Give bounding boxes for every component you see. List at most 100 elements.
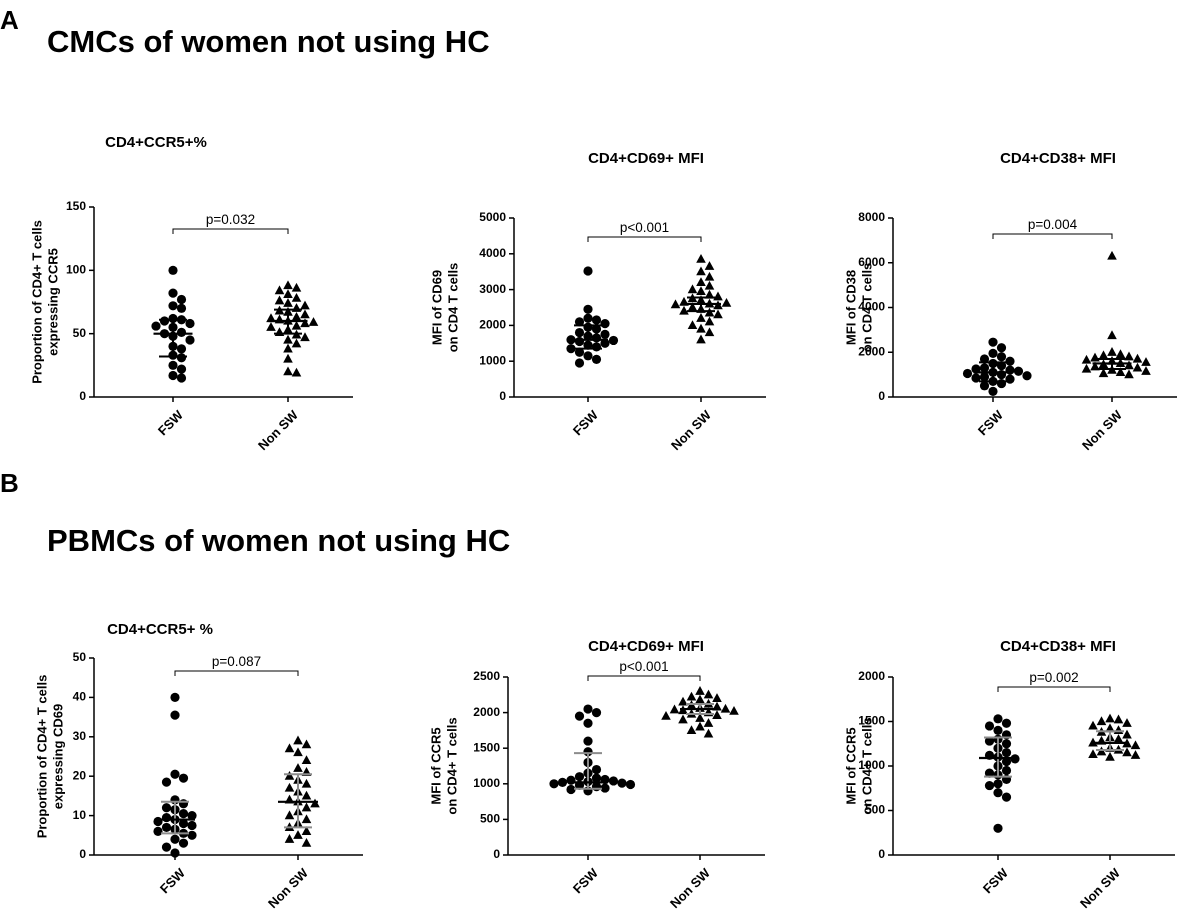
y-tick-label: 0	[878, 847, 885, 861]
data-point	[703, 718, 714, 727]
data-point	[574, 347, 585, 357]
data-point	[591, 324, 602, 334]
data-point	[1081, 363, 1092, 373]
data-point	[696, 266, 706, 276]
data-point	[161, 803, 172, 813]
significance-bracket	[174, 670, 299, 676]
data-point	[1113, 734, 1124, 743]
data-point	[687, 302, 698, 312]
x-category-label: Non SW	[265, 865, 311, 911]
data-point	[1098, 368, 1109, 378]
data-point	[1081, 354, 1092, 364]
data-point	[704, 289, 715, 299]
data-point	[583, 266, 593, 276]
data-point	[300, 318, 310, 328]
data-point	[591, 342, 602, 352]
chart-title: CD4+CD69+ MFI	[588, 150, 704, 167]
panel-b-label: B	[0, 468, 19, 498]
p-value-label: p<0.001	[619, 659, 668, 674]
data-point	[979, 372, 990, 382]
y-tick-label: 2000	[473, 705, 500, 719]
data-point	[686, 725, 697, 734]
data-point	[600, 338, 610, 348]
data-point	[1001, 739, 1012, 749]
data-point	[583, 704, 593, 714]
chart-4: CD4+CCR5+ % Proportion of CD4+ T cells exp…	[34, 621, 363, 911]
data-point	[310, 798, 320, 808]
data-point	[669, 704, 680, 714]
data-point	[178, 809, 189, 819]
significance-bracket	[992, 233, 1113, 239]
data-point	[300, 309, 310, 319]
data-point	[696, 277, 706, 287]
y-tick-label: 1500	[858, 714, 885, 728]
data-point	[686, 691, 697, 701]
data-point	[153, 816, 163, 827]
data-point	[168, 301, 178, 311]
data-point	[301, 778, 312, 788]
data-point	[591, 708, 602, 718]
data-point	[971, 373, 981, 383]
data-point	[583, 313, 593, 323]
data-point	[600, 319, 610, 329]
data-point	[549, 779, 559, 789]
data-point	[988, 337, 998, 347]
data-point	[293, 830, 303, 839]
data-point	[574, 772, 585, 782]
data-point	[170, 710, 180, 720]
data-point	[170, 769, 180, 779]
data-point	[161, 822, 172, 833]
p-value-label: p<0.001	[620, 220, 669, 235]
data-point	[679, 305, 689, 315]
data-point	[696, 323, 706, 333]
y-axis-label: on CD4 T cells	[445, 263, 460, 353]
data-point	[284, 810, 295, 820]
data-point	[284, 834, 295, 843]
data-point	[574, 358, 585, 368]
data-point	[1090, 352, 1100, 362]
section-b-title: PBMCs of women not using HC	[47, 523, 511, 558]
data-point	[176, 353, 187, 363]
data-point	[291, 282, 302, 292]
data-point	[583, 304, 593, 314]
data-point	[600, 783, 610, 793]
data-point	[625, 779, 636, 790]
data-point	[293, 763, 303, 772]
data-point	[168, 360, 178, 370]
y-tick-label: 4000	[479, 246, 506, 260]
data-point	[301, 802, 312, 812]
data-point	[1098, 350, 1109, 360]
data-point	[1130, 740, 1141, 750]
data-point	[1001, 765, 1012, 776]
chart-5: CD4+CD69+ MFI MFI of CCR5 on CD4+ T cells 0…	[428, 638, 765, 911]
data-point	[600, 329, 610, 339]
chart-title: CD4+CCR5+ %	[107, 621, 213, 638]
data-point	[591, 773, 602, 783]
data-point	[962, 368, 973, 379]
data-point	[687, 284, 698, 294]
data-point	[566, 784, 576, 795]
data-point	[1096, 716, 1107, 726]
data-point	[291, 367, 302, 377]
data-point	[159, 316, 170, 326]
section-a-title: CMCs of women not using HC	[47, 24, 490, 59]
data-point	[1130, 750, 1141, 759]
significance-bracket	[587, 236, 702, 242]
data-point	[283, 353, 293, 363]
data-point	[608, 776, 619, 786]
y-axis-label: MFI of CCR5	[428, 727, 443, 804]
data-point	[713, 291, 723, 301]
data-point	[703, 689, 714, 699]
y-tick-label: 150	[66, 199, 86, 213]
data-point	[168, 313, 178, 324]
data-point	[695, 686, 705, 695]
data-point	[1090, 361, 1100, 371]
data-point	[988, 348, 998, 358]
data-point	[301, 790, 312, 800]
y-tick-label: 0	[878, 389, 885, 403]
data-point	[993, 823, 1003, 833]
data-point	[291, 293, 302, 302]
data-point	[993, 788, 1003, 798]
data-point	[591, 354, 602, 365]
